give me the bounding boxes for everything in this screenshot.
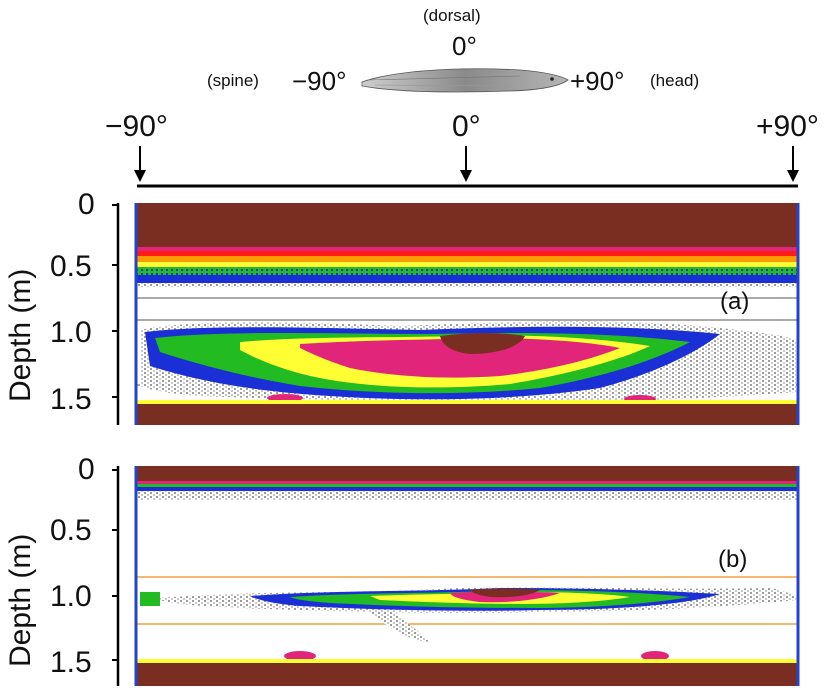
dorsal-label: (dorsal) [423, 6, 481, 25]
panel-a-ytick-0: 0 [78, 188, 95, 221]
head-label: (head) [650, 71, 700, 90]
panel-a-label: (a) [720, 288, 750, 315]
panel-a-ytick-15: 1.5 [50, 383, 92, 416]
spine-angle-label: −90° [292, 66, 347, 96]
panel-b-label: (b) [718, 546, 748, 573]
panel-b-ytick-0: 0 [78, 453, 95, 486]
angle-tick-left: −90° [105, 110, 168, 143]
panel-a-ytick-10: 1.0 [50, 316, 92, 349]
angle-tick-center: 0° [452, 110, 481, 143]
angle-tick-right: +90° [756, 110, 819, 143]
panel-b-echogram [112, 466, 800, 686]
head-angle-label: +90° [570, 66, 625, 96]
angle-axis [134, 146, 799, 188]
eel-illustration [361, 68, 569, 93]
panel-b-ytick-05: 0.5 [50, 514, 92, 547]
panel-b-ytick-15: 1.5 [50, 646, 92, 679]
panel-b-ytick-10: 1.0 [50, 580, 92, 613]
panel-a-echogram [112, 203, 800, 425]
panel-a-ytick-05: 0.5 [50, 250, 92, 283]
dorsal-zero-label: 0° [452, 31, 477, 61]
spine-label: (spine) [207, 71, 259, 90]
